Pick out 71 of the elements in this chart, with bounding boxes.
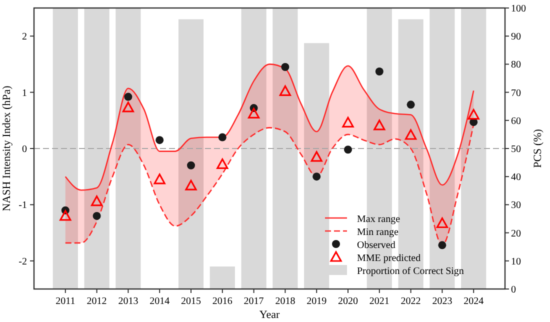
y2-tick-label: 20 bbox=[511, 228, 521, 240]
y2-axis-title: PCS (%) bbox=[532, 128, 544, 168]
x-tick-label: 2014 bbox=[150, 296, 170, 307]
point bbox=[122, 102, 134, 112]
bar bbox=[84, 8, 110, 289]
y2-tick-label: 100 bbox=[511, 4, 526, 14]
point bbox=[60, 210, 72, 221]
point bbox=[438, 241, 446, 250]
point bbox=[312, 172, 321, 181]
y2-tick-label: 70 bbox=[511, 88, 521, 99]
point bbox=[406, 100, 415, 109]
y-tick-label: 1 bbox=[22, 88, 27, 99]
point bbox=[185, 180, 197, 190]
y-tick-label: 0 bbox=[22, 144, 27, 155]
legend-label: Max range bbox=[357, 214, 401, 225]
point bbox=[216, 158, 228, 170]
y-tick-label: -1 bbox=[18, 200, 27, 212]
legend-label: Min range bbox=[357, 227, 399, 238]
point bbox=[405, 129, 417, 140]
legend-label: Observed bbox=[357, 240, 396, 251]
y-tick-label: 2 bbox=[22, 32, 27, 43]
point bbox=[436, 217, 448, 228]
point bbox=[310, 151, 322, 162]
x-tick-label: 2011 bbox=[56, 296, 76, 307]
x-tick-label: 2019 bbox=[306, 296, 327, 307]
point bbox=[187, 161, 195, 170]
point bbox=[248, 108, 260, 118]
point bbox=[154, 174, 166, 184]
point bbox=[156, 136, 164, 144]
bar bbox=[210, 266, 235, 289]
x-tick-label: 2018 bbox=[275, 296, 296, 307]
bar bbox=[116, 8, 141, 289]
point bbox=[342, 116, 354, 128]
point bbox=[218, 133, 226, 142]
point bbox=[92, 212, 101, 220]
x-tick-label: 2024 bbox=[464, 296, 484, 307]
bar bbox=[178, 19, 204, 289]
x-tick-label: 2015 bbox=[181, 296, 201, 307]
x-axis-title: Year bbox=[259, 309, 280, 321]
y-axis-title: NASH Intensity Index (hPa) bbox=[1, 85, 13, 212]
point bbox=[375, 68, 384, 76]
point bbox=[374, 120, 386, 130]
y2-tick-label: 30 bbox=[511, 200, 521, 212]
point bbox=[468, 108, 480, 120]
y2-tick-label: 40 bbox=[511, 172, 521, 184]
point bbox=[124, 92, 132, 101]
legend-label: Proportion of Correct Sign bbox=[357, 266, 464, 277]
x-tick-label: 2016 bbox=[212, 296, 232, 307]
y2-tick-label: 90 bbox=[511, 32, 521, 43]
y-tick-label: -2 bbox=[18, 256, 27, 268]
bar bbox=[272, 8, 298, 289]
point bbox=[91, 196, 103, 206]
point bbox=[344, 146, 352, 154]
y2-tick-label: 0 bbox=[511, 284, 516, 296]
line-series bbox=[64, 64, 474, 191]
y2-tick-label: 80 bbox=[511, 60, 521, 71]
bar bbox=[241, 8, 266, 289]
x-tick-label: 2023 bbox=[432, 296, 452, 307]
bar bbox=[52, 8, 78, 289]
x-tick-label: 2013 bbox=[118, 296, 138, 307]
point bbox=[281, 63, 290, 72]
x-tick-label: 2012 bbox=[86, 296, 107, 307]
y2-tick-label: 10 bbox=[511, 256, 521, 268]
x-tick-label: 2022 bbox=[400, 296, 421, 307]
x-tick-label: 2021 bbox=[369, 296, 390, 307]
legend-label: MME predicted bbox=[357, 253, 421, 264]
y2-tick-label: 60 bbox=[511, 116, 521, 127]
y2-tick-label: 50 bbox=[511, 144, 521, 155]
x-tick-label: 2017 bbox=[244, 296, 264, 307]
point bbox=[279, 85, 291, 96]
x-tick-label: 2020 bbox=[338, 296, 358, 307]
